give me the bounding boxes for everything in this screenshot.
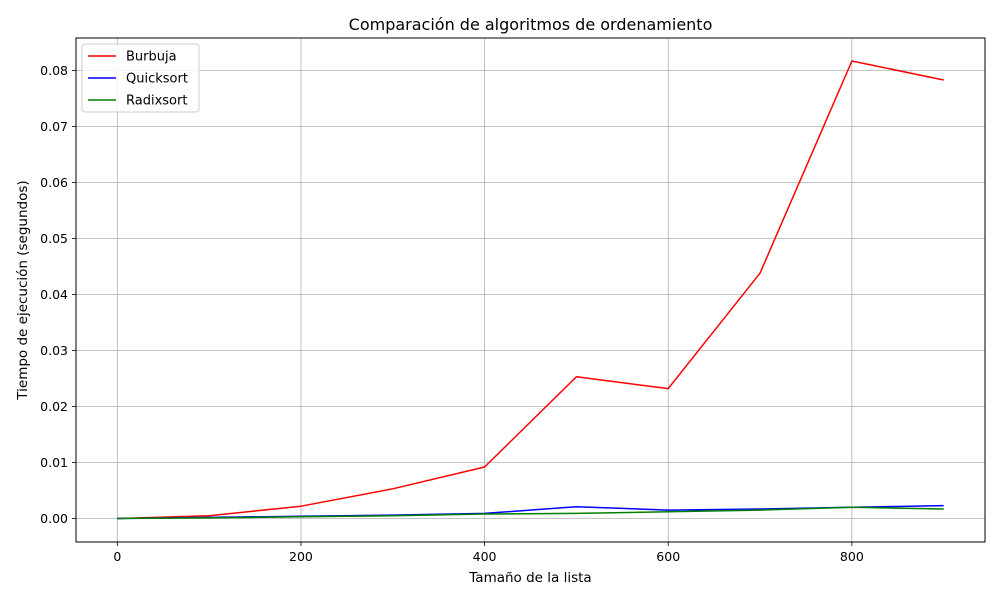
series-line-radixsort (117, 506, 944, 520)
series-line-burbuja (117, 60, 944, 520)
legend: Burbuja Quicksort Radixsort (81, 43, 200, 113)
x-tick-label: 600 (656, 549, 680, 564)
y-tick-label: 0.03 (40, 343, 68, 358)
series-lines (117, 60, 944, 520)
y-tick-label: 0.08 (40, 63, 68, 78)
legend-box (81, 43, 200, 113)
y-tick-label: 0.05 (40, 231, 68, 246)
axis-ticks: 0 200 400 600 800 0.00 0.01 0.02 0.03 0.04 0.05 0.0… (40, 63, 864, 564)
y-tick-label: 0.07 (40, 119, 68, 134)
legend-label: Quicksort (126, 72, 188, 87)
x-tick-label: 0 (113, 549, 121, 564)
legend-label: Radixsort (126, 94, 187, 109)
grid-lines (76, 38, 985, 542)
y-tick-label: 0.06 (40, 175, 68, 190)
y-axis-label: Tiempo de ejecución (segundos) (15, 180, 31, 400)
y-tick-label: 0.02 (40, 399, 68, 414)
chart-title: Comparación de algoritmos de ordenamient… (349, 15, 713, 34)
x-tick-label: 400 (473, 549, 497, 564)
legend-label: Burbuja (126, 50, 177, 65)
plot-frame (75, 37, 986, 543)
y-tick-label: 0.00 (40, 511, 68, 526)
y-tick-label: 0.04 (40, 287, 68, 302)
x-axis-label: Tamaño de la lista (468, 570, 591, 586)
x-tick-label: 200 (289, 549, 313, 564)
y-tick-label: 0.01 (40, 455, 68, 470)
x-tick-label: 800 (840, 549, 864, 564)
